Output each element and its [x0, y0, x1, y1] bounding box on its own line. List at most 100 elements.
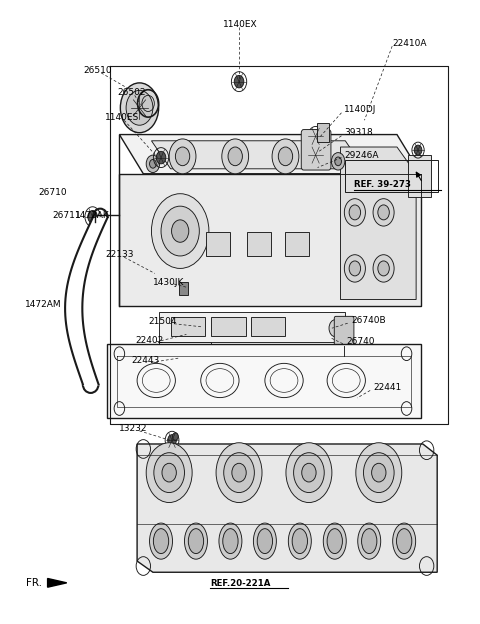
- Text: 1140ES: 1140ES: [105, 112, 139, 122]
- Text: 26740: 26740: [346, 338, 375, 346]
- Circle shape: [414, 145, 422, 155]
- Circle shape: [152, 193, 209, 268]
- Circle shape: [311, 130, 321, 143]
- Text: 13232: 13232: [120, 424, 148, 433]
- Circle shape: [171, 220, 189, 242]
- Polygon shape: [137, 444, 437, 572]
- Text: REF.20-221A: REF.20-221A: [210, 579, 271, 588]
- Text: 26711: 26711: [52, 211, 81, 220]
- Circle shape: [306, 155, 313, 164]
- Polygon shape: [340, 147, 416, 300]
- Text: 21504: 21504: [148, 317, 177, 326]
- Circle shape: [228, 147, 242, 166]
- Circle shape: [372, 463, 386, 482]
- FancyBboxPatch shape: [206, 232, 230, 256]
- Text: 22443: 22443: [131, 356, 159, 365]
- Circle shape: [146, 443, 192, 502]
- Polygon shape: [120, 135, 421, 173]
- Circle shape: [344, 255, 365, 282]
- Circle shape: [303, 151, 316, 168]
- FancyBboxPatch shape: [251, 317, 285, 336]
- Circle shape: [286, 443, 332, 502]
- Circle shape: [146, 155, 159, 172]
- Circle shape: [162, 463, 176, 482]
- FancyBboxPatch shape: [211, 317, 246, 336]
- Circle shape: [232, 463, 246, 482]
- FancyBboxPatch shape: [334, 316, 354, 348]
- Text: 22133: 22133: [105, 250, 133, 259]
- Ellipse shape: [184, 523, 207, 559]
- Circle shape: [222, 139, 249, 173]
- Polygon shape: [120, 173, 421, 306]
- FancyBboxPatch shape: [301, 130, 331, 170]
- Text: 1430JK: 1430JK: [153, 278, 184, 286]
- Circle shape: [224, 452, 254, 492]
- Circle shape: [168, 435, 176, 446]
- Ellipse shape: [150, 523, 172, 559]
- Circle shape: [88, 210, 97, 223]
- Circle shape: [335, 157, 341, 166]
- Ellipse shape: [257, 529, 273, 553]
- Ellipse shape: [393, 523, 416, 559]
- Text: 1472AM: 1472AM: [24, 300, 61, 309]
- Text: 29246A: 29246A: [344, 150, 379, 160]
- Text: 22441: 22441: [373, 384, 401, 392]
- Circle shape: [156, 152, 166, 164]
- Circle shape: [126, 90, 153, 125]
- Text: FR.: FR.: [25, 578, 42, 588]
- Text: 1472AK: 1472AK: [75, 211, 109, 220]
- Circle shape: [175, 147, 190, 166]
- Circle shape: [272, 139, 299, 173]
- FancyBboxPatch shape: [247, 232, 271, 256]
- FancyBboxPatch shape: [170, 317, 205, 336]
- Text: 22410A: 22410A: [392, 39, 427, 47]
- Circle shape: [329, 319, 342, 337]
- Ellipse shape: [188, 529, 204, 553]
- Polygon shape: [48, 578, 67, 587]
- Circle shape: [311, 149, 321, 162]
- Polygon shape: [158, 312, 345, 342]
- FancyBboxPatch shape: [408, 155, 432, 197]
- Ellipse shape: [154, 529, 168, 553]
- Polygon shape: [152, 141, 364, 169]
- Circle shape: [169, 139, 196, 173]
- Circle shape: [349, 261, 360, 276]
- Ellipse shape: [223, 529, 238, 553]
- Text: 39318: 39318: [344, 128, 373, 137]
- Circle shape: [302, 463, 316, 482]
- Ellipse shape: [361, 529, 377, 553]
- Circle shape: [373, 198, 394, 226]
- Circle shape: [331, 153, 345, 170]
- Circle shape: [234, 76, 244, 88]
- Circle shape: [278, 147, 293, 166]
- Text: 26710: 26710: [38, 188, 67, 197]
- Ellipse shape: [219, 523, 242, 559]
- Text: 22402: 22402: [136, 336, 164, 344]
- Circle shape: [378, 205, 389, 220]
- Polygon shape: [107, 344, 421, 418]
- Circle shape: [216, 443, 262, 502]
- Ellipse shape: [327, 529, 342, 553]
- Text: REF. 39-273: REF. 39-273: [354, 180, 411, 190]
- Circle shape: [294, 452, 324, 492]
- Circle shape: [344, 198, 365, 226]
- Ellipse shape: [358, 523, 381, 559]
- Text: 26740B: 26740B: [351, 316, 385, 324]
- Circle shape: [150, 160, 156, 168]
- Circle shape: [349, 205, 360, 220]
- Text: 26510: 26510: [83, 66, 112, 75]
- FancyBboxPatch shape: [317, 124, 328, 142]
- Ellipse shape: [292, 529, 308, 553]
- Circle shape: [378, 261, 389, 276]
- FancyBboxPatch shape: [286, 232, 310, 256]
- Circle shape: [120, 83, 158, 133]
- FancyBboxPatch shape: [179, 282, 188, 295]
- Circle shape: [154, 452, 184, 492]
- Circle shape: [172, 433, 178, 441]
- Circle shape: [356, 443, 402, 502]
- Ellipse shape: [288, 523, 312, 559]
- Ellipse shape: [396, 529, 412, 553]
- Ellipse shape: [323, 523, 346, 559]
- Polygon shape: [158, 342, 211, 363]
- Text: 1140DJ: 1140DJ: [344, 105, 377, 114]
